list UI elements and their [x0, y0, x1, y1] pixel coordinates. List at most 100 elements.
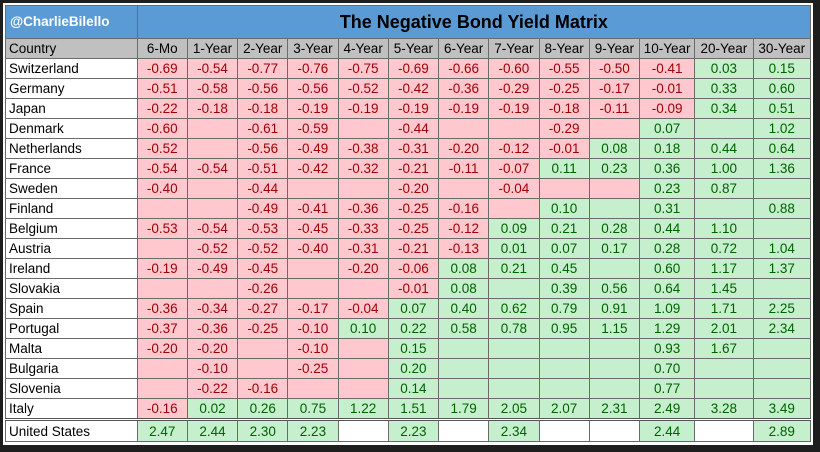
yield-cell: -0.27 [237, 298, 289, 319]
author-handle: @CharlieBilello [5, 5, 138, 39]
yield-cell: -0.49 [186, 258, 239, 279]
yield-cell: -0.20 [136, 338, 188, 359]
country-cell: Germany [5, 78, 138, 99]
table-row: Finland -0.49 -0.41 -0.36 -0.25 -0.16 0.10 0.31… [5, 198, 811, 219]
yield-cell: -0.07 [488, 158, 540, 179]
yield-cell: 1.29 [638, 318, 696, 339]
yield-cell: -0.75 [337, 58, 389, 79]
yield-cell: -0.18 [237, 98, 289, 119]
yield-cell: -0.76 [287, 58, 339, 79]
yield-cell: -0.20 [337, 258, 389, 279]
yield-cell: 0.08 [438, 278, 490, 299]
yield-cell: 0.70 [638, 358, 696, 379]
table-row: Germany -0.51 -0.58 -0.56 -0.56 -0.52 -0.42 -0.… [5, 78, 811, 99]
yield-cell: -0.52 [136, 138, 188, 159]
yield-cell [538, 378, 590, 399]
yield-cell: 1.04 [752, 238, 811, 259]
yield-cell: 1.00 [694, 158, 754, 179]
column-header-3-year: 3-Year [287, 38, 339, 59]
yield-cell: -0.01 [387, 278, 440, 299]
table-row: Slovakia -0.26 -0.01 0.08 0.39 0.56 0.64 1.45 [5, 278, 811, 299]
column-header-1-year: 1-Year [186, 38, 239, 59]
yield-cell: 0.60 [638, 258, 696, 279]
yield-cell: -0.10 [186, 358, 239, 379]
yield-cell: 2.23 [287, 418, 339, 442]
yield-cell: 2.05 [488, 398, 540, 420]
yield-cell: -0.41 [287, 198, 339, 219]
yield-cell [694, 118, 754, 139]
table-row: Malta -0.20 -0.20 -0.10 0.15 0.93 1.67 [5, 338, 811, 359]
yield-cell [186, 178, 239, 199]
table-row: Switzerland -0.69 -0.54 -0.77 -0.76 -0.75 -0.6… [5, 58, 811, 79]
yield-cell: 0.23 [638, 178, 696, 199]
yield-cell [186, 198, 239, 219]
yield-cell: -0.12 [438, 218, 490, 239]
yield-cell: -0.10 [287, 338, 339, 359]
table-title: The Negative Bond Yield Matrix [136, 5, 812, 39]
yield-cell: 0.56 [588, 278, 640, 299]
yield-cell: 0.08 [588, 138, 640, 159]
yield-cell: -0.42 [287, 158, 339, 179]
table-row: Spain -0.36 -0.34 -0.27 -0.17 -0.04 0.07 0.40 0.… [5, 298, 811, 319]
yield-cell: 0.10 [538, 198, 590, 219]
yield-cell [186, 118, 239, 139]
yield-cell: 0.15 [752, 58, 811, 79]
yield-cell [186, 138, 239, 159]
yield-cell: 0.22 [387, 318, 440, 339]
yield-cell: -0.04 [337, 298, 389, 319]
yield-cell [538, 418, 590, 442]
yield-cell: -0.19 [337, 98, 389, 119]
yield-cell: 2.44 [638, 418, 696, 442]
yield-cell: 0.75 [287, 398, 339, 420]
yield-cell [694, 358, 754, 379]
yield-cell: -0.54 [186, 218, 239, 239]
yield-cell [136, 378, 188, 399]
yield-cell: -0.54 [186, 158, 239, 179]
yield-cell: 0.14 [387, 378, 440, 399]
yield-cell: 1.71 [694, 298, 754, 319]
yield-cell [538, 338, 590, 359]
yield-cell: 2.25 [752, 298, 811, 319]
yield-cell: -0.69 [387, 58, 440, 79]
yield-cell: -0.10 [287, 318, 339, 339]
title-row: @CharlieBilello The Negative Bond Yield … [5, 5, 812, 39]
table-row: Denmark -0.60 -0.61 -0.59 -0.44 -0.29 0.07 1.02 [5, 118, 811, 139]
yield-cell: -0.60 [136, 118, 188, 139]
yield-cell: -0.06 [387, 258, 440, 279]
country-cell: Malta [5, 338, 138, 359]
yield-cell [752, 378, 811, 399]
yield-cell: -0.34 [186, 298, 239, 319]
column-header-4-year: 4-Year [337, 38, 389, 59]
yield-cell: -0.59 [287, 118, 339, 139]
yield-cell: -0.31 [337, 238, 389, 259]
table-row: Netherlands -0.52 -0.56 -0.49 -0.38 -0.31 -0.2… [5, 138, 811, 159]
yield-cell: -0.17 [287, 298, 339, 319]
yield-cell: 1.37 [752, 258, 811, 279]
yield-cell: -0.60 [488, 58, 540, 79]
country-cell: United States [5, 418, 138, 442]
yield-cell: 2.49 [638, 398, 696, 420]
yield-cell: -0.12 [488, 138, 540, 159]
yield-cell: -0.20 [387, 178, 440, 199]
country-cell: Bulgaria [5, 358, 138, 379]
yield-cell: -0.19 [287, 98, 339, 119]
country-cell: Belgium [5, 218, 138, 239]
yield-cell: 0.64 [752, 138, 811, 159]
yield-cell [337, 278, 389, 299]
yield-cell: -0.25 [287, 358, 339, 379]
yield-cell: -0.54 [136, 158, 188, 179]
column-header-5-year: 5-Year [387, 38, 440, 59]
yield-cell: 0.15 [387, 338, 440, 359]
column-header-8-year: 8-Year [538, 38, 590, 59]
yield-cell: -0.42 [387, 78, 440, 99]
yield-cell: -0.31 [387, 138, 440, 159]
yield-cell: 0.39 [538, 278, 590, 299]
table-row: Belgium -0.53 -0.54 -0.53 -0.45 -0.33 -0.25 -0.… [5, 218, 811, 239]
yield-cell: 0.08 [438, 258, 490, 279]
column-header-9-year: 9-Year [588, 38, 640, 59]
yield-cell: 2.89 [752, 418, 811, 442]
yield-cell: 0.87 [694, 178, 754, 199]
table-row: Portugal -0.37 -0.36 -0.25 -0.10 0.10 0.22 0.58… [5, 318, 811, 339]
table-row: Bulgaria -0.10 -0.25 0.20 0.70 [5, 358, 811, 379]
yield-cell: 1.36 [752, 158, 811, 179]
